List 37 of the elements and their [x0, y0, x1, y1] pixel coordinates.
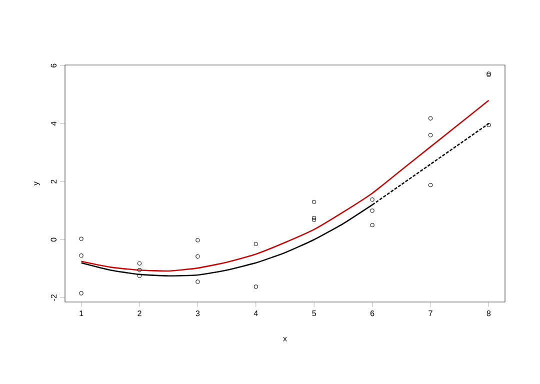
point — [312, 216, 316, 220]
point — [370, 223, 374, 228]
point — [428, 116, 433, 120]
x-tick-label: 1 — [80, 310, 84, 316]
x-axis-title: x — [283, 337, 287, 342]
x-tick-label: 3 — [196, 310, 200, 316]
point — [79, 254, 84, 258]
point — [196, 238, 200, 242]
point — [312, 218, 316, 222]
x-tick-label: 4 — [254, 310, 258, 316]
point — [137, 274, 142, 278]
point — [370, 208, 374, 213]
point — [196, 254, 200, 259]
y-tick-label: 4 — [50, 122, 56, 126]
point — [196, 280, 200, 284]
point — [370, 198, 374, 202]
x-tick-label: 2 — [138, 310, 142, 316]
y-tick-label: 6 — [50, 64, 56, 68]
y-axis-title: y — [34, 182, 40, 186]
point — [137, 261, 142, 266]
point — [79, 291, 84, 296]
y-tick-label: 2 — [50, 180, 56, 184]
line-series — [80, 100, 490, 272]
point — [312, 200, 316, 204]
x-tick-label: 6 — [370, 310, 374, 316]
point — [254, 284, 258, 289]
x-tick-label: 7 — [428, 310, 432, 316]
point — [428, 133, 433, 138]
point — [486, 123, 491, 128]
x-tick-label: 8 — [486, 310, 491, 316]
y-tick-label: -2 — [50, 294, 56, 301]
point — [254, 242, 258, 246]
point — [79, 236, 84, 241]
x-tick-label: 5 — [312, 310, 316, 316]
y-tick-label: 0 — [50, 238, 56, 242]
point — [428, 183, 433, 188]
point — [137, 268, 142, 272]
